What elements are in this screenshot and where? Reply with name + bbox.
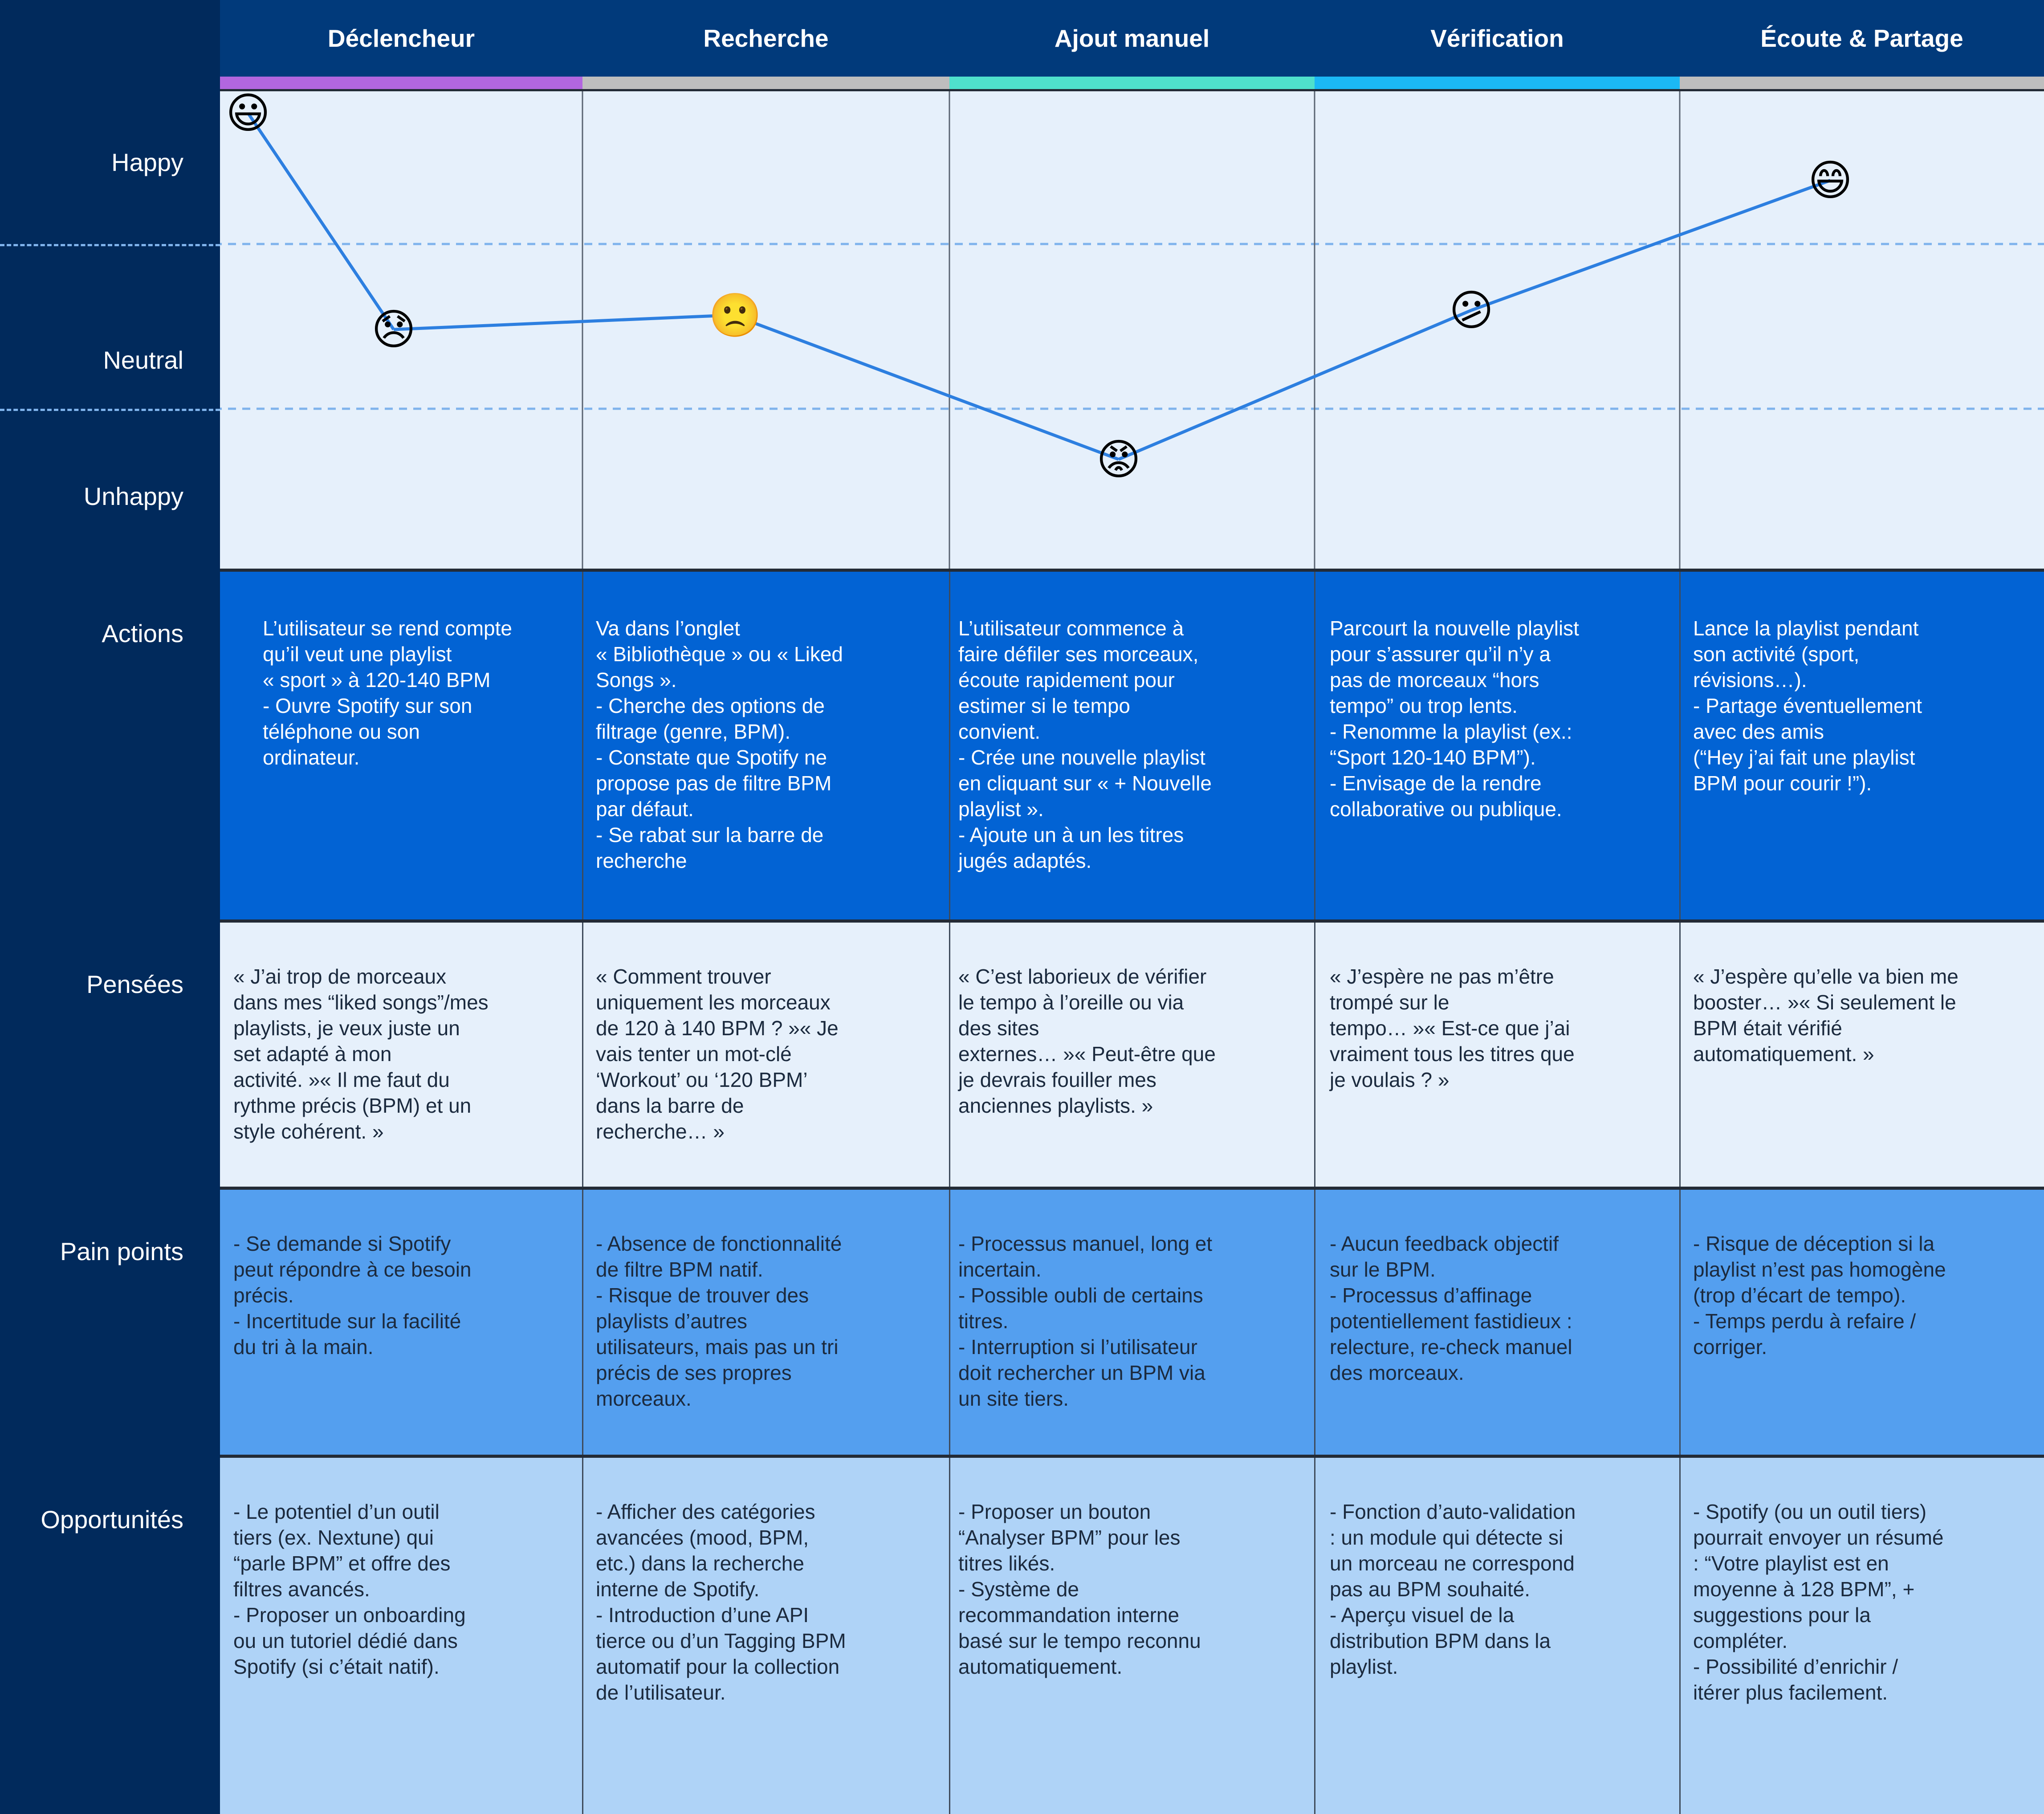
pain-points-row-cell: - Aucun feedback objectif sur le BPM. - … (1330, 1232, 1572, 1384)
pain-points-row-label: Pain points (60, 1237, 183, 1265)
actions-row-label: Actions (102, 619, 183, 647)
actions-row-cell: Va dans l’onglet « Bibliothèque » ou « L… (596, 617, 843, 872)
emotion-curve-area: 😃 😞 🙁 😡 😕 😄 (220, 89, 2044, 570)
actions-row-cell: L’utilisateur se rend compte qu’il veut … (263, 617, 512, 769)
frowning-face-icon: 🙁 (708, 290, 762, 340)
angry-face-icon: 😡 (1096, 434, 1141, 484)
header-separator (220, 89, 2044, 91)
pain-points-row: - Se demande si Spotify peut répondre à … (220, 1190, 2044, 1456)
stage-accent-bar (1680, 77, 2044, 89)
actions-row-cell: Parcourt la nouvelle playlist pour s’ass… (1330, 617, 1579, 821)
pain-points-row-cell: - Absence de fonctionnalité de filtre BP… (596, 1232, 842, 1410)
stage-accent-bar (949, 77, 1315, 89)
column-divider (1314, 572, 1315, 921)
opportunities-row-cell: - Le potentiel d’un outil tiers (ex. Nex… (233, 1500, 466, 1678)
actions-row-cell: L’utilisateur commence à faire défiler s… (958, 617, 1212, 872)
thoughts-row-cell: « J’ai trop de morceaux dans mes “liked … (233, 965, 489, 1143)
pain-points-row-cell: - Risque de déception si la playlist n’e… (1693, 1232, 1946, 1358)
column-divider (1679, 1458, 1681, 1814)
confused-face-icon: 😕 (1449, 285, 1494, 335)
stage-title: Ajout manuel (949, 0, 1315, 77)
row-separator (220, 919, 2044, 923)
grinning-face-icon: 😃 (225, 88, 271, 138)
unhappy-label: Unhappy (83, 482, 183, 510)
column-divider (949, 923, 950, 1188)
column-divider (582, 923, 583, 1188)
thoughts-row-cell: « J’espère ne pas m’être trompé sur le t… (1330, 965, 1575, 1091)
actions-row-cell: Lance la playlist pendant son activité (… (1693, 617, 1922, 795)
thoughts-row-cell: « J’espère qu’elle va bien me booster… »… (1693, 965, 1958, 1066)
row-separator (220, 1455, 2044, 1458)
column-divider (1314, 923, 1315, 1188)
column-divider (949, 1190, 950, 1456)
column-divider (949, 572, 950, 921)
column-divider (582, 572, 583, 921)
emotion-curve-segment (732, 313, 1120, 461)
column-divider (582, 1458, 583, 1814)
stage-title: Déclencheur (220, 0, 582, 77)
pain-points-row-cell: - Se demande si Spotify peut répondre à … (233, 1232, 472, 1358)
neutral-label: Neutral (103, 346, 183, 374)
stage-title: Écoute & Partage (1680, 0, 2044, 77)
emotion-curve (220, 89, 2044, 570)
thoughts-row-cell: « C’est laborieux de vérifier le tempo à… (958, 965, 1216, 1117)
thoughts-row-cell: « Comment trouver uniquement les morceau… (596, 965, 839, 1143)
unhappy-threshold-ext (0, 409, 220, 411)
opportunities-row: - Le potentiel d’un outil tiers (ex. Nex… (220, 1458, 2044, 1814)
column-divider (1679, 572, 1681, 921)
opportunities-row-cell: - Fonction d’auto-validation : un module… (1330, 1500, 1576, 1678)
column-divider (1679, 1190, 1681, 1456)
opportunities-row-cell: - Spotify (ou un outil tiers) pourrait e… (1693, 1500, 1944, 1704)
pain-points-row-cell: - Processus manuel, long et incertain. -… (958, 1232, 1213, 1410)
emotion-curve-segment (247, 112, 395, 330)
column-divider (582, 1190, 583, 1456)
actions-row: L’utilisateur se rend compte qu’il veut … (220, 572, 2044, 921)
opportunities-row-label: Opportunités (41, 1505, 183, 1533)
stage-title: Vérification (1315, 0, 1680, 77)
column-divider (949, 1458, 950, 1814)
happy-threshold-ext (0, 244, 220, 246)
happy-label: Happy (111, 148, 183, 176)
opportunities-row-cell: - Proposer un bouton “Analyser BPM” pour… (958, 1500, 1201, 1678)
row-separator (220, 569, 2044, 572)
emotion-curve-segment (1118, 309, 1472, 461)
thoughts-row: « J’ai trop de morceaux dans mes “liked … (220, 923, 2044, 1188)
stage-accent-bar (220, 77, 582, 89)
smiling-face-icon: 😄 (1808, 155, 1853, 206)
column-divider (1314, 1190, 1315, 1456)
column-divider (1679, 923, 1681, 1188)
stage-accent-bar (1315, 77, 1680, 89)
disappointed-face-icon: 😞 (371, 305, 416, 354)
thoughts-row-label: Pensées (86, 970, 183, 998)
stage-accent-bar (582, 77, 949, 89)
column-divider (1314, 1458, 1315, 1814)
emotion-curve-segment (1470, 179, 1831, 312)
stage-title: Recherche (582, 0, 949, 77)
opportunities-row-cell: - Afficher des catégories avancées (mood… (596, 1500, 846, 1704)
emotion-curve-segment (393, 313, 733, 331)
row-separator (220, 1187, 2044, 1190)
